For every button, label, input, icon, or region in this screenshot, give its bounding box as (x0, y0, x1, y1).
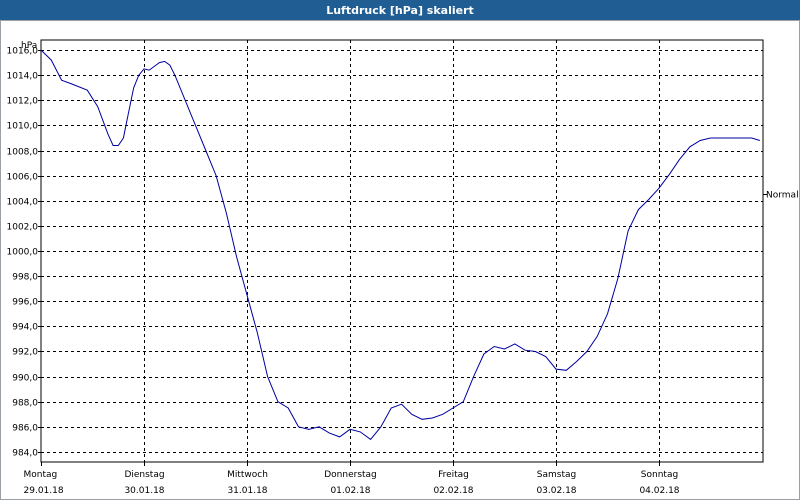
x-tick-label-date: 04.02.18 (639, 486, 679, 496)
x-tick-label-date: 29.01.18 (24, 486, 64, 496)
y-tick-label: 988,0 (12, 399, 38, 409)
chart-frame: 984,0 986,0 988,0 990,0 992,0 994,0 996,0 998,0… (0, 20, 800, 500)
x-tick-label-day: Montag (24, 470, 58, 480)
y-axis: 984,0 986,0 988,0 990,0 992,0 994,0 996,0 998,0… (7, 41, 41, 459)
x-tick-label-date: 01.02.18 (330, 486, 370, 496)
x-tick-label-day: Mittwoch (227, 470, 268, 480)
x-tick-label-day: Dienstag (124, 470, 164, 480)
y-tick-label: 990,0 (12, 374, 38, 384)
chart-title-text: Luftdruck [hPa] skaliert (326, 3, 474, 17)
x-tick-label-date: 30.01.18 (124, 486, 164, 496)
y-tick-label: 1012,0 (7, 97, 39, 107)
x-tick-label-day: Freitag (438, 470, 469, 480)
pressure-chart: 984,0 986,0 988,0 990,0 992,0 994,0 996,0 998,0… (7, 39, 799, 496)
y-tick-label: 1008,0 (7, 148, 39, 158)
x-tick-label-date: 02.02.18 (433, 486, 473, 496)
legend-label: Normal (766, 191, 799, 201)
y-tick-label: 984,0 (12, 449, 38, 459)
y-tick-label: 1016,0 (7, 47, 39, 57)
y-tick-label: 998,0 (12, 273, 38, 283)
y-tick-label: 1010,0 (7, 122, 39, 132)
y-tick-label: 1000,0 (7, 248, 39, 258)
y-tick-label: 1006,0 (7, 173, 39, 183)
y-tick-label: 1004,0 (7, 198, 39, 208)
y-tick-label: 994,0 (12, 323, 38, 333)
x-tick-label-date: 03.02.18 (536, 486, 576, 496)
y-tick-label: 992,0 (12, 348, 38, 358)
x-tick-label-date: 31.01.18 (227, 486, 267, 496)
y-axis-label: hPa (21, 41, 37, 51)
grid-lines (40, 39, 764, 463)
x-tick-label-day: Sonntag (641, 470, 678, 480)
chart-title: Luftdruck [hPa] skaliert (0, 0, 800, 20)
y-tick-label: 1002,0 (7, 223, 39, 233)
x-axis: Montag 29.01.18 Dienstag 30.01.18 Mittwoch 31… (24, 462, 680, 496)
y-tick-label: 986,0 (12, 424, 38, 434)
series-lines (40, 49, 761, 441)
y-tick-label: 996,0 (12, 298, 38, 308)
x-tick-label-day: Donnerstag (324, 470, 377, 480)
series-line-normal (40, 49, 761, 441)
x-tick-label-day: Samstag (537, 470, 576, 480)
y-tick-label: 1014,0 (7, 72, 39, 82)
legend: Normal (763, 191, 799, 201)
